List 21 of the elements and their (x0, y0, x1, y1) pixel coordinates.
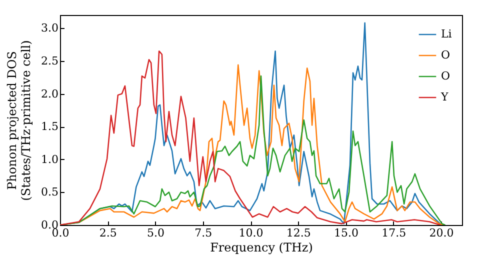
y-tick-label: 2.5 (41, 54, 58, 68)
x-tick-label: 12.5 (286, 226, 311, 240)
y-axis-title: Phonon projected DOS (States/THz·primitive cell) (5, 40, 34, 201)
y-tick-label: 1.0 (41, 152, 58, 166)
x-tick-label: 7.5 (194, 226, 212, 240)
y-tick-label: 1.5 (41, 120, 58, 134)
y-tick-label: 2.0 (41, 87, 58, 100)
x-tick-label: 17.5 (382, 226, 406, 240)
x-tick-label: 5.0 (147, 226, 165, 240)
y-tick-label: 0.5 (41, 186, 58, 199)
x-tick-label: 10.0 (238, 226, 264, 240)
x-tick-label: 0.0 (52, 226, 70, 240)
x-tick-label: 20.0 (429, 226, 454, 240)
legend-label: O (441, 48, 450, 62)
x-axis-title: Frequency (THz) (210, 240, 313, 254)
legend-label: O (441, 70, 450, 82)
legend-label: Y (440, 90, 449, 104)
x-tick-label: 2.5 (99, 226, 117, 240)
x-tick-label: 15.0 (334, 226, 359, 240)
y-tick-label: 3.0 (41, 22, 58, 35)
legend-label: Li (441, 28, 452, 40)
